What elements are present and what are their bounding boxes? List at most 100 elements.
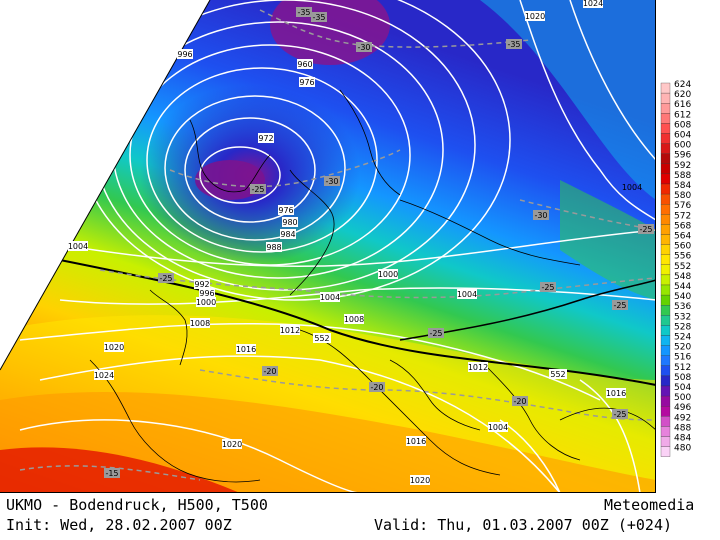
legend-swatch bbox=[660, 234, 671, 245]
legend-swatch bbox=[660, 123, 671, 134]
pressure-label: 1016 bbox=[406, 436, 426, 446]
legend-value: 624 bbox=[674, 80, 691, 90]
pressure-label: 980 bbox=[282, 217, 298, 227]
legend-swatch bbox=[660, 274, 671, 286]
map-title: UKMO - Bodendruck, H500, T500 bbox=[6, 496, 268, 514]
temp-label: -25 bbox=[638, 224, 654, 234]
pressure-label: 1016 bbox=[236, 344, 256, 354]
pressure-label: 992 bbox=[194, 279, 210, 289]
temperature-isotherms bbox=[19, 9, 655, 481]
pressure-label: 1020 bbox=[104, 342, 124, 352]
legend-swatch bbox=[660, 385, 671, 397]
svg-text:980: 980 bbox=[282, 218, 297, 227]
pressure-label: 1000 bbox=[378, 269, 398, 279]
legend-swatch bbox=[660, 345, 671, 356]
legend-swatch bbox=[660, 103, 671, 114]
legend-swatch bbox=[660, 173, 671, 185]
legend-swatch bbox=[660, 143, 671, 154]
svg-text:1008: 1008 bbox=[190, 319, 210, 328]
svg-text:988: 988 bbox=[266, 243, 281, 252]
legend-swatch bbox=[660, 244, 671, 255]
svg-text:-20: -20 bbox=[263, 367, 276, 376]
pressure-label: 1012 bbox=[468, 362, 488, 372]
legend-swatch bbox=[660, 416, 671, 427]
pressure-label: 1004 bbox=[488, 422, 508, 432]
pressure-label: 1004 bbox=[622, 183, 642, 192]
pressure-label: 1024 bbox=[94, 370, 114, 380]
legend-value: 584 bbox=[674, 181, 691, 191]
svg-text:1020: 1020 bbox=[525, 12, 545, 21]
legend-value: 596 bbox=[674, 151, 691, 161]
legend-value: 612 bbox=[674, 110, 691, 120]
pressure-label: 1020 bbox=[525, 11, 545, 21]
svg-text:-25: -25 bbox=[541, 283, 554, 292]
svg-text:-35: -35 bbox=[297, 8, 310, 17]
legend-value: 604 bbox=[674, 131, 691, 141]
pressure-label: 1004 bbox=[457, 289, 477, 299]
legend-value: 496 bbox=[674, 403, 691, 413]
svg-text:1012: 1012 bbox=[468, 363, 488, 372]
svg-text:1008: 1008 bbox=[344, 315, 364, 324]
temp-label: -20 bbox=[262, 366, 278, 376]
svg-text:1004: 1004 bbox=[488, 423, 508, 432]
isobars bbox=[19, 0, 655, 492]
temp-label: -30 bbox=[324, 176, 340, 186]
legend-value: 480 bbox=[674, 444, 691, 454]
temp-label: -35 bbox=[506, 39, 522, 49]
legend-swatch bbox=[660, 315, 671, 326]
svg-text:1020: 1020 bbox=[104, 343, 124, 352]
svg-text:1004: 1004 bbox=[622, 183, 642, 192]
pressure-label: 1004 bbox=[320, 292, 340, 302]
svg-text:1004: 1004 bbox=[320, 293, 340, 302]
legend-value: 600 bbox=[674, 141, 691, 151]
svg-text:1004: 1004 bbox=[457, 290, 477, 299]
legend-value: 532 bbox=[674, 312, 691, 322]
legend-value: 576 bbox=[674, 201, 691, 211]
pressure-label: 1012 bbox=[280, 325, 300, 335]
svg-text:-25: -25 bbox=[639, 225, 652, 234]
brand-name: Meteomedia bbox=[604, 496, 695, 514]
svg-text:1016: 1016 bbox=[606, 389, 626, 398]
pressure-label: 972 bbox=[258, 133, 274, 143]
legend-value: 564 bbox=[674, 232, 691, 242]
legend-value: 568 bbox=[674, 221, 691, 231]
legend-value: 556 bbox=[674, 252, 691, 262]
height-contours bbox=[59, 259, 655, 386]
svg-text:976: 976 bbox=[299, 78, 314, 87]
temp-label: -25 bbox=[158, 273, 174, 283]
svg-text:996: 996 bbox=[199, 289, 214, 298]
svg-text:1020: 1020 bbox=[222, 440, 242, 449]
height-label: 552 bbox=[549, 369, 567, 379]
coastlines bbox=[89, 39, 655, 483]
height-label: 552 bbox=[313, 333, 331, 343]
legend-swatch bbox=[660, 325, 671, 336]
temp-label: -35 bbox=[296, 7, 312, 17]
pressure-label: 960 bbox=[297, 59, 313, 69]
svg-text:-25: -25 bbox=[613, 410, 626, 419]
svg-text:1016: 1016 bbox=[236, 345, 256, 354]
legend-value: 500 bbox=[674, 393, 691, 403]
temp-label: -25 bbox=[540, 282, 556, 292]
svg-text:-30: -30 bbox=[325, 177, 338, 186]
temp-label: -25 bbox=[250, 184, 266, 194]
legend-value: 488 bbox=[674, 423, 691, 433]
legend-swatch bbox=[660, 224, 671, 235]
legend-swatch bbox=[660, 183, 671, 195]
svg-text:552: 552 bbox=[550, 370, 565, 379]
svg-text:996: 996 bbox=[177, 50, 192, 59]
legend-swatch bbox=[660, 113, 671, 124]
legend-value: 540 bbox=[674, 292, 691, 302]
temp-label: -30 bbox=[356, 42, 372, 52]
legend-swatch bbox=[660, 406, 671, 417]
legend-value: 548 bbox=[674, 272, 691, 282]
svg-text:972: 972 bbox=[258, 134, 273, 143]
legend-swatch bbox=[660, 426, 671, 437]
map-canvas: 996 960 976 972 976 980 984 988 992 996 … bbox=[0, 0, 655, 492]
temp-label: -20 bbox=[512, 396, 528, 406]
legend-swatch bbox=[660, 254, 671, 265]
svg-text:-25: -25 bbox=[251, 185, 264, 194]
pressure-label: 1020 bbox=[410, 475, 430, 485]
svg-text:1004: 1004 bbox=[68, 242, 88, 251]
legend-swatch bbox=[660, 395, 671, 407]
legend-value: 492 bbox=[674, 413, 691, 423]
